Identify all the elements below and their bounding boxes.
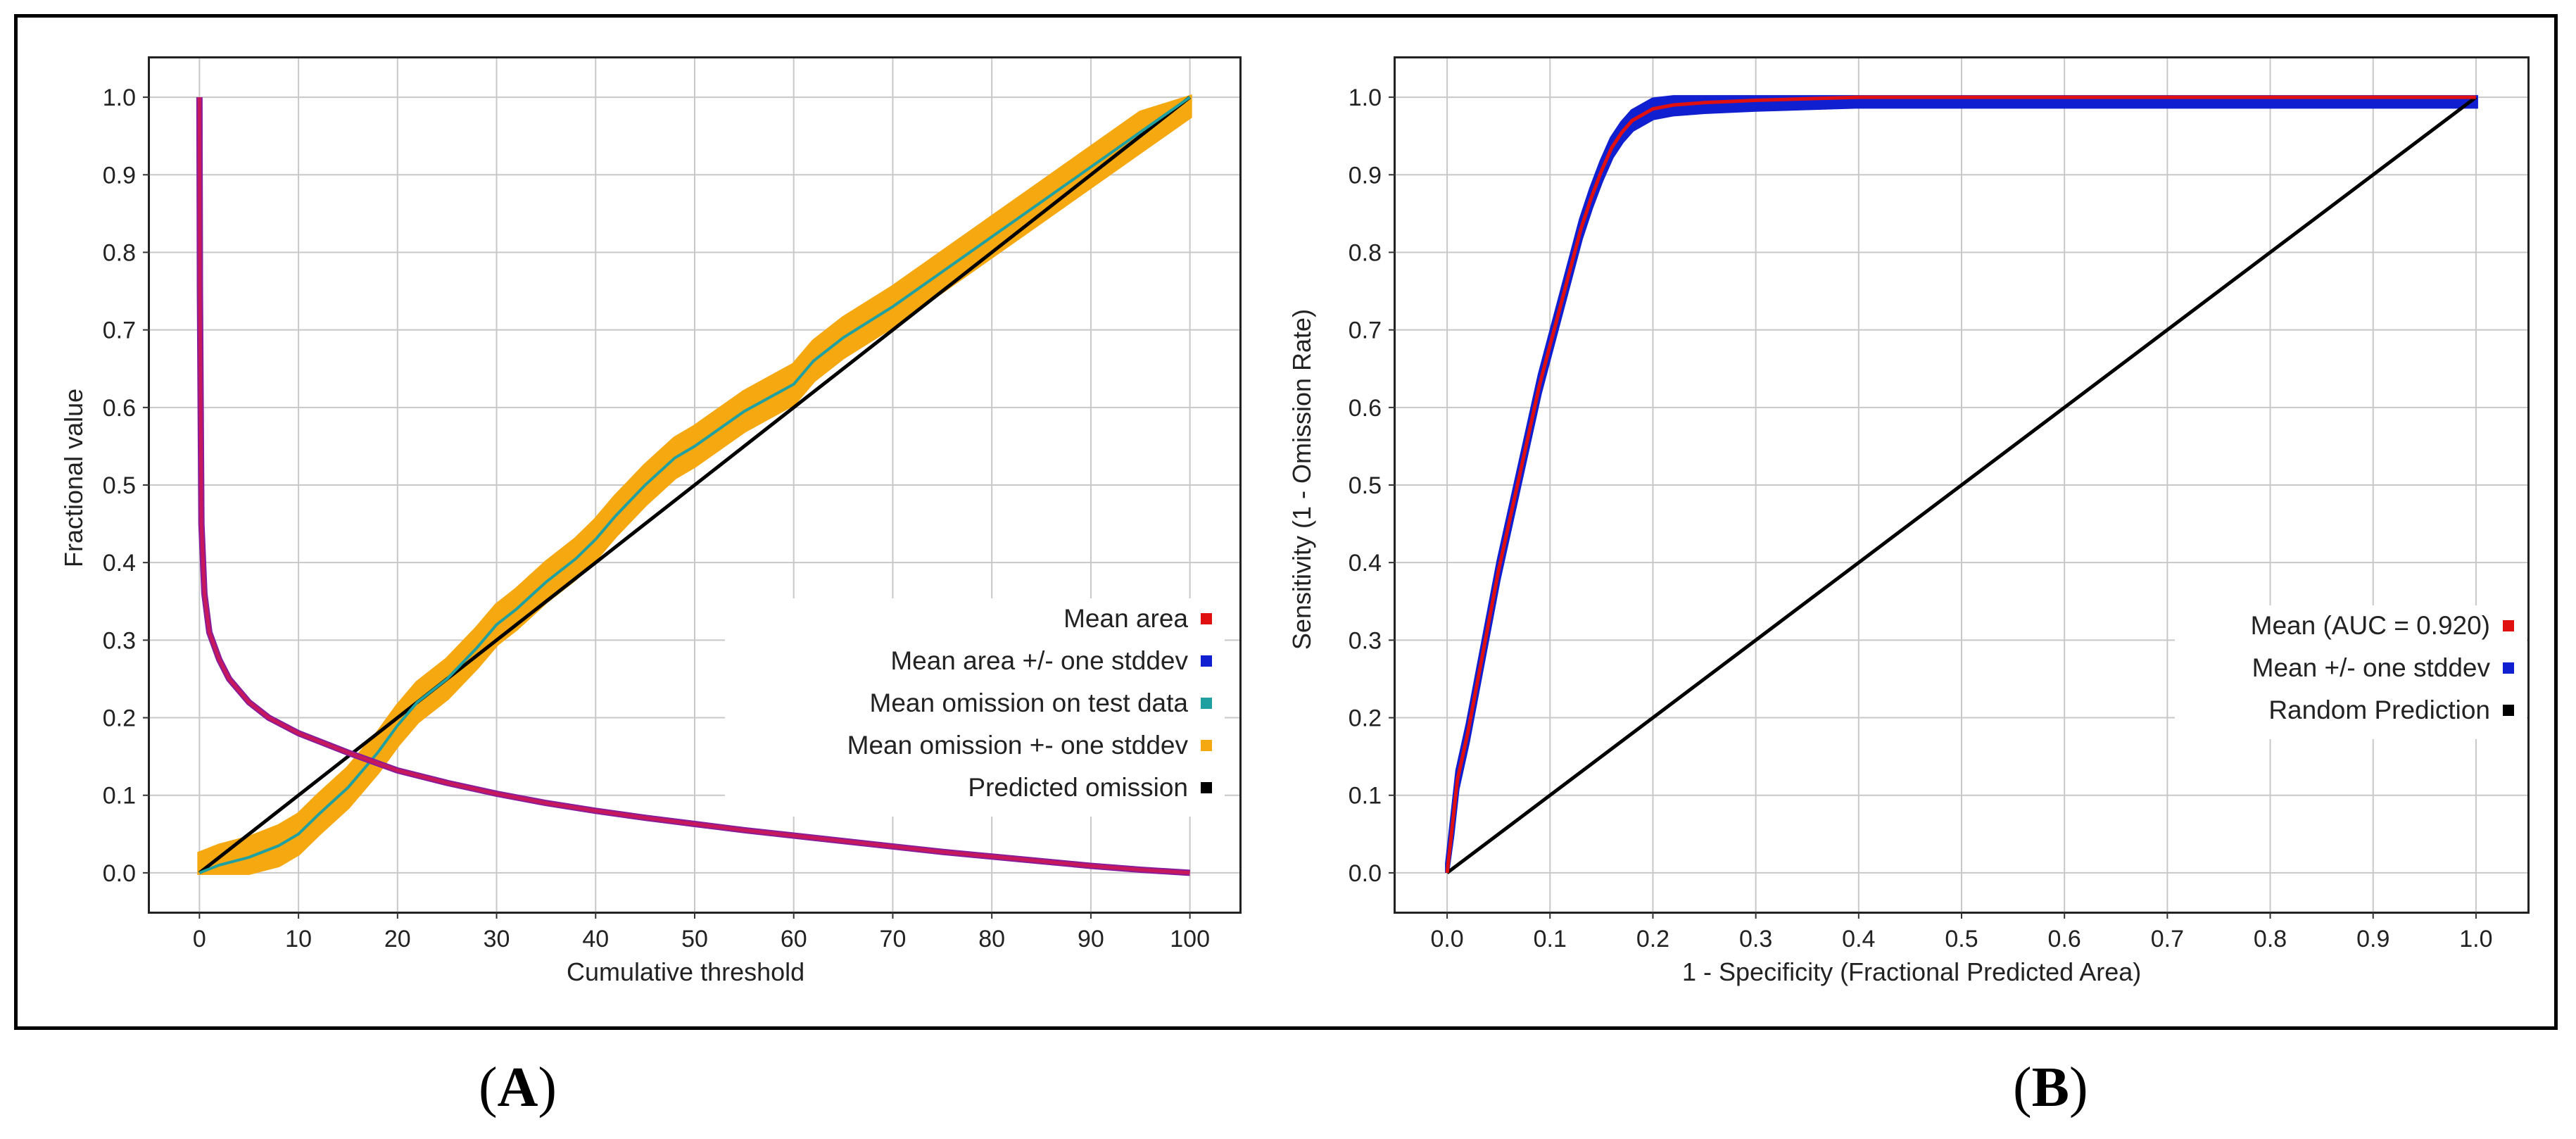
y-tick-label: 0.2: [103, 705, 136, 732]
x-tick-label: 70: [880, 926, 907, 952]
series-predicted-omission: [198, 96, 1192, 874]
y-tick-label: 1.0: [103, 84, 136, 111]
y-axis-title-a: Fractional value: [59, 388, 88, 567]
x-tick-label: 40: [582, 926, 609, 952]
panel-b: 0.0 0.1 0.2 0.3 0.4 0.5 0.6 0.7 0.8 0.9 1.0 0.0 0.1 0…: [1267, 28, 2546, 1017]
x-tick-label: 0.4: [1842, 926, 1875, 952]
y-axis-title-b: Sensitivity (1 - Omission Rate): [1287, 308, 1316, 650]
x-tick-label: 60: [781, 926, 807, 952]
legend-item-mean-omission: Mean omission on test data: [870, 688, 1212, 718]
figure-frame: [14, 14, 2558, 1030]
y-tick-label: 0.5: [103, 472, 136, 499]
legend-swatch: [2503, 705, 2514, 716]
series-mean-area: [197, 97, 1190, 875]
legend-item-predicted-omission: Predicted omission: [968, 773, 1212, 803]
y-tick-label: 0.6: [103, 395, 136, 422]
y-tick-label: 0.3: [1349, 627, 1382, 654]
y-tick-label: 0.8: [103, 239, 136, 266]
x-tick-label: 30: [484, 926, 510, 952]
x-axis-title-b: 1 - Specificity (Fractional Predicted Ar…: [1682, 957, 2142, 986]
legend-item-mean-area: Mean area: [1063, 604, 1212, 634]
y-tick-label: 0.2: [1349, 705, 1382, 732]
y-tick-label: 0.0: [1349, 860, 1382, 887]
legend-a: Mean area Mean area +/- one stddev Mean …: [725, 598, 1225, 817]
legend-b: Mean (AUC = 0.920) Mean +/- one stddev R…: [2175, 605, 2527, 739]
y-tick-label: 0.1: [103, 783, 136, 810]
y-tick-label: 1.0: [1349, 84, 1382, 111]
legend-item-mean-area-stddev: Mean area +/- one stddev: [890, 646, 1212, 676]
x-tick-label: 0.5: [1945, 926, 1978, 952]
y-tick-label: 0.8: [1349, 239, 1382, 266]
legend-swatch: [2503, 620, 2514, 631]
x-tick-label: 10: [285, 926, 312, 952]
x-tick-label: 0.2: [1636, 926, 1669, 952]
y-tick-label: 0.7: [103, 317, 136, 344]
x-tick-label: 0.3: [1739, 926, 1772, 952]
y-tick-label: 0.1: [1349, 783, 1382, 810]
y-tick-label: 0.6: [1349, 395, 1382, 422]
x-tick-label: 0.7: [2151, 926, 2184, 952]
x-tick-label: 0: [193, 926, 206, 952]
y-tick-label: 0.4: [103, 550, 136, 577]
x-tick-label: 1.0: [2459, 926, 2492, 952]
panel-a: 0 10 20 30 40 50 60 70 80 90 100 0.0 0.1 0.2 0.3 0.4 0.5…: [28, 28, 1265, 1017]
x-tick-label: 50: [681, 926, 708, 952]
caption-a: (A): [479, 1057, 557, 1119]
y-tick-label: 0.5: [1349, 472, 1382, 499]
y-tick-label: 0.3: [103, 627, 136, 654]
legend-swatch: [1201, 698, 1212, 709]
x-tick-label: 20: [384, 926, 411, 952]
caption-b: (B): [2013, 1057, 2088, 1119]
x-tick-label: 90: [1078, 926, 1104, 952]
y-tick-label: 0.9: [103, 162, 136, 189]
legend-swatch: [1201, 740, 1212, 751]
chart-b: 0.0 0.1 0.2 0.3 0.4 0.5 0.6 0.7 0.8 0.9 1.0 0.0 0.1 0…: [1349, 58, 2527, 952]
legend-swatch: [1201, 655, 1212, 667]
y-tick-label: 0.4: [1349, 550, 1382, 577]
x-tick-label: 0.8: [2254, 926, 2287, 952]
chart-a: 0 10 20 30 40 50 60 70 80 90 100 0.0 0.1 0.2 0.3 0.4 0.5…: [103, 58, 1239, 952]
stddev-band: [1445, 95, 2478, 874]
x-tick-label: 100: [1170, 926, 1210, 952]
legend-item-mean-auc: Mean (AUC = 0.920): [2251, 611, 2514, 641]
legend-swatch: [1201, 782, 1212, 793]
series-random-prediction: [1446, 96, 2477, 874]
x-tick-label: 0.0: [1430, 926, 1463, 952]
series-mean-roc: [1445, 95, 2476, 874]
legend-swatch: [1201, 613, 1212, 624]
y-tick-label: 0.7: [1349, 317, 1382, 344]
legend-item-mean-omission-stddev: Mean omission +- one stddev: [847, 731, 1212, 760]
legend-swatch: [2503, 662, 2514, 674]
x-tick-label: 0.6: [2048, 926, 2081, 952]
x-tick-label: 0.9: [2356, 926, 2389, 952]
series-mean-omission: [198, 96, 1191, 874]
x-tick-label: 0.1: [1534, 926, 1567, 952]
legend-item-random-prediction: Random Prediction: [2268, 696, 2514, 725]
y-tick-label: 0.0: [103, 860, 136, 887]
x-tick-label: 80: [978, 926, 1005, 952]
legend-item-mean-stddev: Mean +/- one stddev: [2252, 653, 2514, 683]
x-axis-title-a: Cumulative threshold: [567, 957, 805, 986]
y-tick-label: 0.9: [1349, 162, 1382, 189]
